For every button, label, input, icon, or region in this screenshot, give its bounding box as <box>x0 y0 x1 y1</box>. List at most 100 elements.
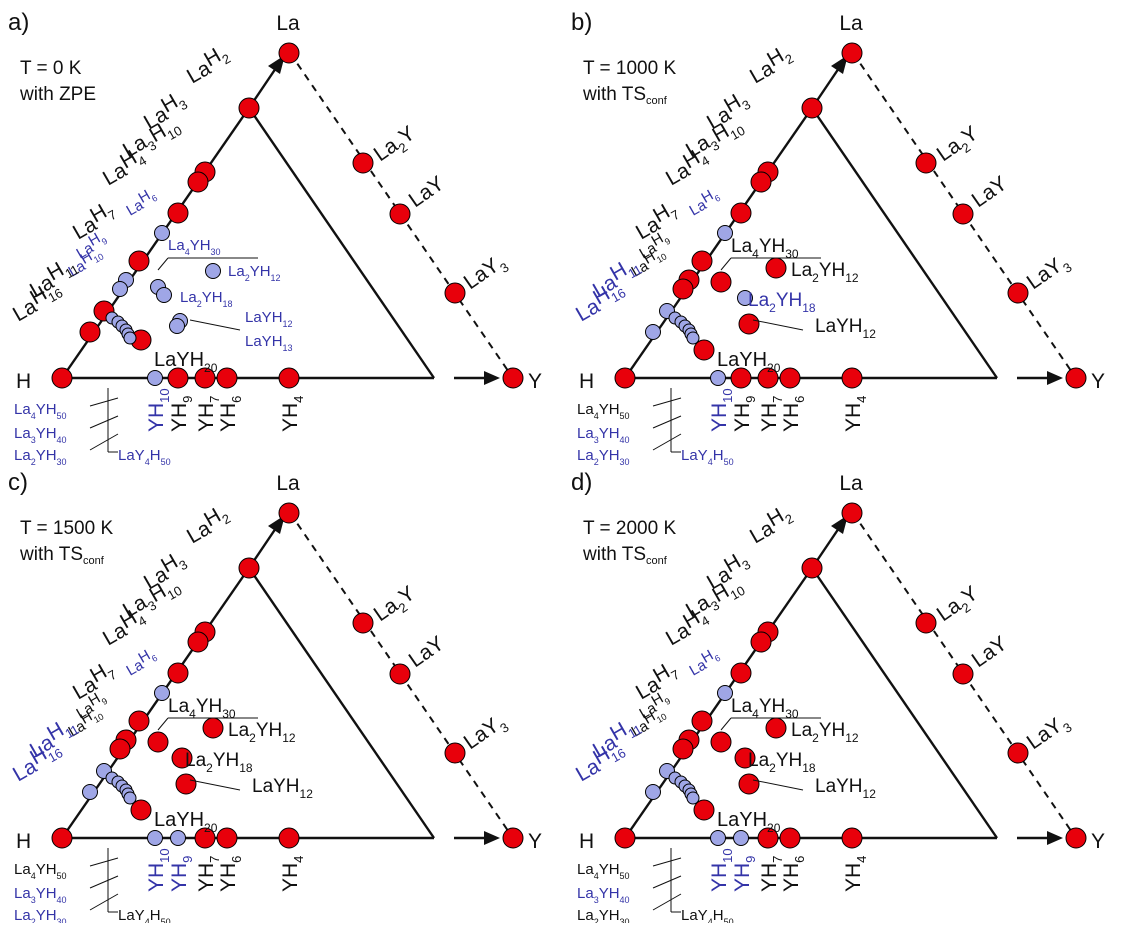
label-main: La <box>577 425 594 442</box>
label-main: H <box>150 907 161 923</box>
label-subscript: 7 <box>770 856 785 863</box>
label-main: La <box>124 656 148 679</box>
ternary-dot <box>169 318 185 334</box>
vertex-dot-h <box>51 367 73 389</box>
label-main: YH <box>819 260 845 281</box>
label-main: YH <box>708 863 731 892</box>
ternary-dot <box>765 717 787 739</box>
label-main: La <box>577 907 594 923</box>
y-h-compound-label: YH10 <box>145 848 172 892</box>
label-main: LaY <box>118 447 145 464</box>
la-y-binary-dot <box>952 203 974 225</box>
vertex-dot-y <box>502 827 524 849</box>
y-h-dot <box>216 367 238 389</box>
label-main: YH <box>708 403 731 432</box>
correction-prefix: with <box>582 544 622 565</box>
la-h-compound-label: LaH2 <box>180 40 234 88</box>
leader-line <box>89 857 119 867</box>
label-subscript: 6 <box>150 193 159 204</box>
bottom-compound-label: La2YH30 <box>577 447 630 467</box>
y-h-dot <box>216 827 238 849</box>
label-subscript: 4 <box>145 917 150 923</box>
y-h-compound-label: YH6 <box>217 856 244 892</box>
leader-line <box>652 893 682 911</box>
label-main: YH <box>759 236 785 257</box>
vertex-dot-h <box>614 367 636 389</box>
y-h-compound-label: YH10 <box>708 848 735 892</box>
label-main: LaYH <box>717 349 767 371</box>
leader-line <box>157 717 169 731</box>
label-main: LaYH <box>245 333 283 350</box>
label-main: La <box>791 260 813 281</box>
arrow-head-y <box>484 831 500 845</box>
bottom-compound-label: La3YH40 <box>14 885 67 905</box>
label-subscript: 16 <box>45 285 65 305</box>
y-h-dot <box>733 830 749 846</box>
label-subscript: 3 <box>594 435 599 445</box>
ternary-compound-label: LaYH12 <box>245 309 293 329</box>
vertex-label-y: Y <box>1091 830 1105 853</box>
label-subscript: 50 <box>620 411 630 421</box>
label-main: La <box>748 290 770 311</box>
y-h-compound-label: YH10 <box>708 388 735 432</box>
label-subscript: 4 <box>594 411 599 421</box>
arrow-head-la <box>831 55 848 74</box>
label-main: La <box>637 699 661 722</box>
label-main: La <box>74 239 98 262</box>
label-subscript: 2 <box>31 457 36 467</box>
label-subscript: 12 <box>845 271 859 285</box>
label-subscript: 7 <box>207 396 222 403</box>
label-subscript: 11 <box>62 722 81 742</box>
label-subscript: 40 <box>620 895 630 905</box>
y-h-dot <box>278 827 300 849</box>
vertex-dot-la <box>841 42 863 64</box>
label-main: LaY <box>1023 254 1067 294</box>
correction-label: with TSconf <box>19 544 105 567</box>
label-subscript: 16 <box>608 285 628 305</box>
label-subscript: 2 <box>245 273 250 283</box>
label-subscript: 12 <box>300 787 314 801</box>
label-subscript: 4 <box>185 247 190 257</box>
label-main: La <box>637 239 661 262</box>
arrow-head-y <box>484 371 500 385</box>
label-subscript: 10 <box>720 388 735 402</box>
y-h-compound-label: YH9 <box>731 856 758 892</box>
label-subscript: 6 <box>229 856 244 863</box>
la-y-compound-label: LaY3 <box>460 710 512 758</box>
label-subscript: 40 <box>620 435 630 445</box>
label-main: YH <box>36 885 57 902</box>
correction-subscript: conf <box>83 555 105 567</box>
label-subscript: 30 <box>785 247 799 261</box>
label-subscript: 16 <box>608 745 628 765</box>
label-subscript: 12 <box>271 273 281 283</box>
y-h-compound-label: YH9 <box>168 856 195 892</box>
label-subscript: 6 <box>792 856 807 863</box>
label-subscript: 20 <box>767 821 781 835</box>
label-subscript: 50 <box>620 871 630 881</box>
label-main: LaY <box>968 172 1012 212</box>
la-h-dot <box>238 97 260 119</box>
correction-prefix: with <box>582 84 622 105</box>
ternary-compound-label: La2YH12 <box>791 720 859 745</box>
ternary-dot <box>147 731 169 753</box>
bottom-compound-label: LaY4H50 <box>118 907 171 923</box>
y-h-dot <box>194 367 216 389</box>
leader-line <box>157 257 169 271</box>
vertex-dot-la <box>278 42 300 64</box>
bottom-compound-label: La4YH50 <box>14 861 67 881</box>
label-subscript: 30 <box>620 917 630 923</box>
label-subscript: 50 <box>57 411 67 421</box>
label-subscript: 40 <box>57 895 67 905</box>
panel-tag: b) <box>571 9 592 36</box>
label-main: La <box>370 594 403 626</box>
vertex-dot-y <box>1065 827 1087 849</box>
arrow-head-la <box>268 55 285 74</box>
label-subscript: 30 <box>211 247 221 257</box>
panel-tag: c) <box>8 469 28 496</box>
label-subscript: 4 <box>752 247 759 261</box>
label-main: La <box>168 237 185 254</box>
leader-line <box>652 857 682 867</box>
la-y-binary-dot <box>1007 742 1029 764</box>
label-main: LaY <box>405 172 449 212</box>
y-h-compound-label: YH4 <box>842 396 869 432</box>
